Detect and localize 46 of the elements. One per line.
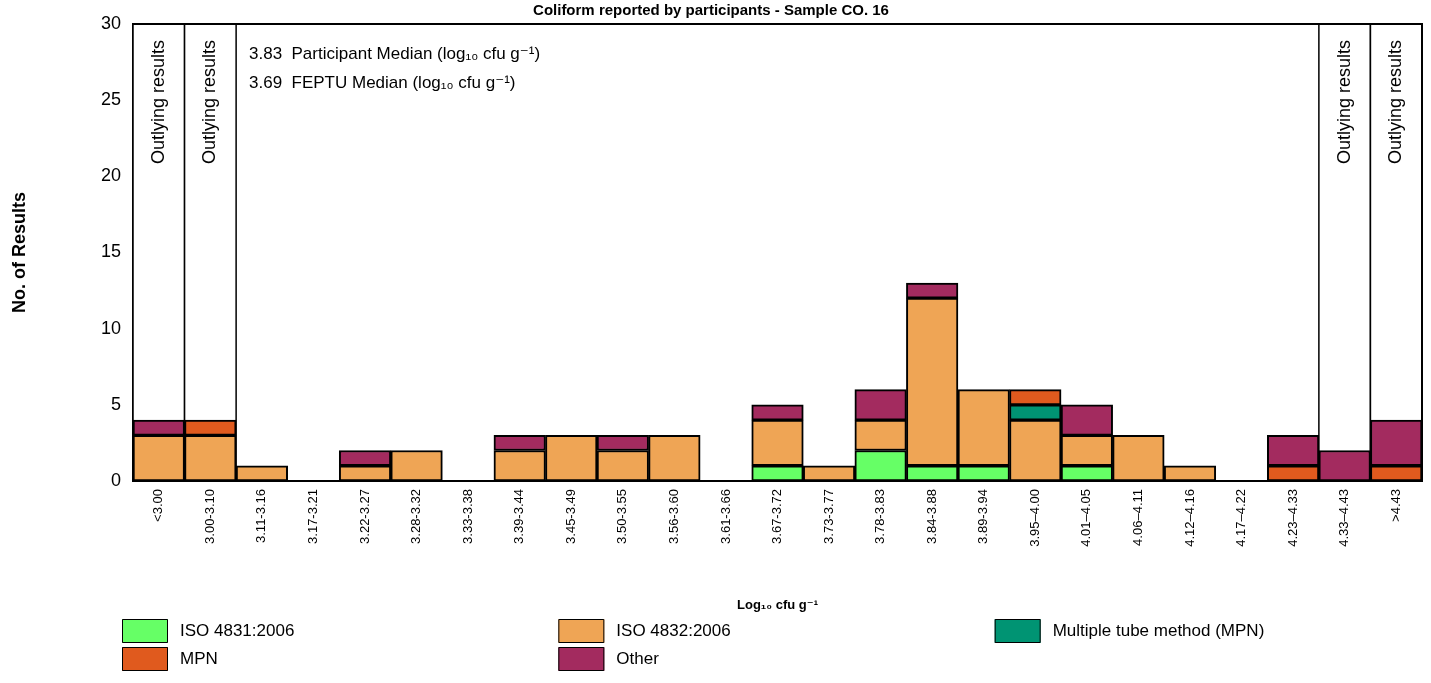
- x-tick-label: 4.12–4.16: [1181, 489, 1197, 547]
- x-tick-label: 4.23–4.33: [1284, 489, 1300, 547]
- x-tick-label: 3.22-3.27: [356, 489, 372, 544]
- legend-label: MPN: [180, 648, 218, 668]
- x-tick-label: 3.33-3.38: [459, 489, 475, 544]
- x-tick-label: 3.50-3.55: [614, 489, 630, 544]
- legend-label: ISO 4832:2006: [616, 620, 731, 640]
- x-tick-label: 3.11-3.16: [253, 489, 269, 543]
- x-tick-label: 3.73-3.77: [820, 489, 836, 544]
- legend-label: ISO 4831:2006: [180, 620, 295, 640]
- x-tick-label: <3.00: [150, 489, 166, 522]
- annotation: 3.83 Participant Median (log₁₀ cfu g⁻¹): [249, 43, 541, 63]
- y-tick-label: 5: [110, 393, 121, 414]
- x-tick-label: 3.61-3.66: [717, 489, 733, 544]
- x-tick-label: 4.06–4.11: [1130, 489, 1145, 546]
- x-tick-label: 3.39-3.44: [511, 489, 527, 544]
- x-tick-label: 4.17–4.22: [1233, 489, 1249, 547]
- x-tick-label: 3.67-3.72: [769, 489, 785, 544]
- x-tick-label: >4.43: [1387, 489, 1403, 522]
- y-tick-label: 10: [100, 317, 121, 338]
- y-tick-label: 20: [100, 165, 121, 186]
- y-tick-label: 25: [100, 89, 121, 110]
- x-tick-label: 3.78-3.83: [872, 489, 888, 544]
- x-tick-label: 3.17-3.21: [305, 489, 321, 544]
- x-tick-label: 3.45-3.49: [562, 489, 578, 544]
- band-label: Outlying results: [1333, 40, 1354, 165]
- y-tick-label: 0: [110, 469, 121, 490]
- x-axis-title: Log₁₀ cfu g⁻¹: [737, 596, 818, 612]
- band-label: Outlying results: [1385, 40, 1406, 165]
- x-tick-label: 3.95–4.00: [1026, 489, 1042, 547]
- x-tick-label: 4.01–4.05: [1078, 489, 1094, 547]
- y-tick-label: 15: [100, 241, 121, 262]
- x-tick-label: 4.33–4.43: [1336, 489, 1352, 547]
- x-tick-label: 3.28-3.32: [408, 489, 424, 544]
- annotation: 3.69 FEPTU Median (log₁₀ cfu g⁻¹): [249, 72, 516, 92]
- band-label: Outlying results: [147, 40, 168, 165]
- legend-label: Multiple tube method (MPN): [1052, 620, 1265, 640]
- x-tick-label: 3.89-3.94: [975, 489, 991, 544]
- x-tick-label: 3.00-3.10: [201, 489, 217, 544]
- x-tick-label: 3.56-3.60: [665, 489, 681, 544]
- x-tick-label: 3.84-3.88: [923, 489, 939, 544]
- band-label: Outlying results: [199, 40, 220, 165]
- chart-title: Coliform reported by participants - Sample CO. 16: [533, 1, 889, 19]
- y-tick-label: 30: [100, 12, 121, 33]
- legend-label: Other: [616, 648, 660, 668]
- y-axis-title: No. of Results: [8, 191, 29, 314]
